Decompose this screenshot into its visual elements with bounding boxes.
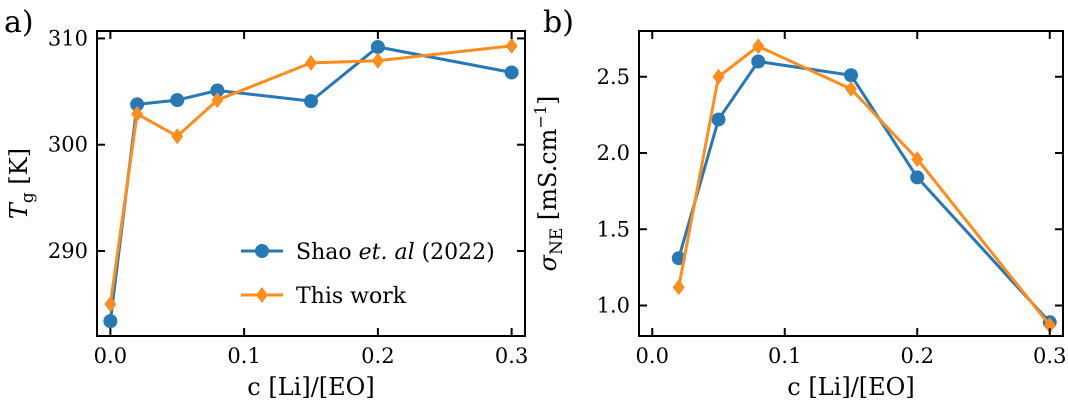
series-1-point-4: [305, 54, 317, 71]
series-0-point-0: [103, 314, 118, 329]
legend-shao-label: Shao et. al (2022): [296, 240, 495, 265]
series-0-point-3: [210, 83, 225, 98]
panel-b-y-axis-superscript: −1: [531, 105, 550, 129]
series-1-line: [108, 44, 512, 305]
panel-b-series-layer: [671, 38, 1057, 334]
panel-a-x-axis-label: c [Li]/[EO]: [247, 373, 374, 401]
x-tick-label-3: 0.3: [1033, 344, 1066, 368]
panel-a-y-axis-unit: [K]: [5, 148, 33, 192]
series-0-line: [108, 45, 512, 322]
y-tick-label-3: 2.5: [597, 65, 630, 89]
panel-b-y-axis-close: ]: [534, 96, 562, 105]
chart-panel-a: 0.0 0.1 0.2 0.3 290 300 310 c [Li]/[EO] Tg [K]…: [5, 26, 528, 401]
series-1-point-3: [845, 80, 857, 97]
panel-b-plot-frame: [638, 30, 1064, 337]
x-tick-label-1: 0.1: [227, 344, 260, 368]
series-0-point-2: [170, 93, 185, 108]
series-1-point-3: [211, 92, 224, 109]
panel-a-label: a): [4, 5, 34, 40]
series-1-point-0: [104, 296, 117, 313]
legend-this-work-label: This work: [296, 284, 407, 309]
series-1-line: [677, 44, 1051, 327]
series-0-point-1: [130, 97, 145, 112]
series-1-point-1: [131, 105, 144, 122]
panel-a-plot-frame: [96, 30, 526, 337]
panel-b-y-axis-unit: [mS.cm: [534, 128, 562, 227]
y-tick-label-2: 310: [48, 26, 88, 50]
panel-b-label: b): [543, 5, 574, 40]
y-tick-label-0: 1.0: [597, 294, 630, 318]
panel-a-series-layer: [103, 37, 519, 329]
series-1-point-6: [505, 37, 518, 54]
y-tick-label-1: 1.5: [597, 217, 630, 241]
series-1-point-2: [171, 128, 184, 145]
x-tick-label-0: 0.0: [636, 344, 669, 368]
series-0-point-4: [304, 94, 318, 109]
series-1-point-4: [911, 151, 924, 168]
chart-panel-b: 0.0 0.1 0.2 0.3 1.0 1.5 2.0 2.5 c [Li]/[EO] σNE…: [531, 30, 1066, 401]
legend-shao-suffix: (2022): [415, 240, 495, 265]
series-1-point-5: [1043, 317, 1056, 334]
y-tick-label-0: 290: [48, 239, 88, 263]
y-tick-label-2: 2.0: [597, 141, 630, 165]
y-tick-label-1: 300: [48, 133, 88, 157]
x-tick-label-2: 0.2: [901, 344, 934, 368]
legend-shao-italic: et. al: [359, 240, 415, 265]
series-0-point-2: [751, 54, 766, 69]
series-0-point-1: [711, 112, 726, 127]
legend: Shao et. al (2022) This work: [241, 240, 495, 309]
x-tick-label-0: 0.0: [94, 344, 127, 368]
panel-b-x-axis-label: c [Li]/[EO]: [787, 373, 914, 401]
panel-b-axes-ticks: 0.0 0.1 0.2 0.3 1.0 1.5 2.0 2.5: [597, 31, 1066, 368]
x-tick-label-2: 0.2: [361, 344, 394, 368]
series-1-point-5: [371, 52, 384, 69]
panel-b-y-axis-symbol: σ: [534, 254, 562, 271]
series-0-point-4: [910, 170, 925, 185]
series-0-point-3: [844, 68, 858, 83]
legend-this-work-marker: [256, 287, 268, 303]
x-tick-label-1: 0.1: [768, 344, 801, 368]
panel-b-y-axis-subscript: NE: [547, 228, 567, 255]
panel-b-y-axis-label: σNE [mS.cm−1]: [531, 96, 567, 272]
series-1-point-1: [712, 68, 725, 85]
x-tick-label-3: 0.3: [495, 344, 528, 368]
panel-a-axes-ticks: 0.0 0.1 0.2 0.3 290 300 310: [48, 26, 528, 368]
panel-a-y-axis-label: Tg [K]: [5, 148, 38, 219]
series-0-line: [677, 60, 1051, 324]
series-1-point-2: [752, 38, 765, 55]
panel-a-y-axis-symbol: T: [5, 201, 33, 219]
legend-shao-prefix: Shao: [296, 240, 359, 265]
series-0-point-5: [370, 39, 385, 54]
legend-shao-marker: [255, 244, 269, 258]
series-1-point-0: [672, 279, 685, 296]
series-0-point-6: [504, 65, 519, 80]
panel-a-y-axis-subscript: g: [18, 192, 38, 203]
